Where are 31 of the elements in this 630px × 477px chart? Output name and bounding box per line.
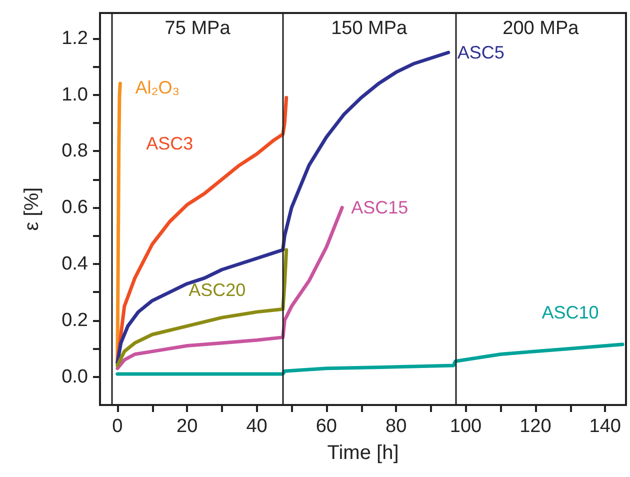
x-tick-label: 100	[450, 416, 482, 437]
annotation: 75 MPa	[164, 18, 231, 39]
line-series	[116, 50, 450, 364]
series-label: ASC20	[188, 280, 246, 300]
x-tick-label: 60	[316, 416, 337, 437]
annotation: 150 MPa	[331, 18, 408, 39]
series-label: Al₂O₃	[135, 78, 180, 98]
x-axis-title: Time [h]	[327, 442, 399, 464]
x-tick-label: 40	[246, 416, 268, 437]
line-series	[116, 82, 122, 364]
series-label: ASC10	[542, 302, 599, 323]
line-series	[116, 342, 624, 376]
y-tick-label: 1.2	[62, 28, 88, 49]
x-tick-label: 140	[589, 416, 621, 437]
annotation: 200 MPa	[502, 18, 580, 39]
y-tick-label: 0.6	[62, 197, 88, 218]
y-tick-label: 0.0	[62, 366, 88, 388]
y-tick-label: 1.0	[62, 84, 88, 106]
text: ASC3	[146, 134, 194, 154]
y-axis-title: ε [%]	[21, 187, 43, 231]
x-tick-label: 120	[520, 416, 552, 437]
y-tick-label: 0.8	[62, 140, 88, 162]
y-tick-label: 0.4	[62, 253, 88, 274]
x-tick-label: 0	[112, 416, 123, 437]
line-series	[116, 206, 344, 370]
series-label: ASC5	[457, 42, 504, 62]
x-tick-label: 80	[386, 416, 407, 437]
y-tick-label: 0.2	[62, 310, 88, 331]
x-tick-label: 20	[176, 416, 198, 437]
line-series	[116, 248, 288, 368]
series-label: ASC15	[351, 198, 408, 218]
